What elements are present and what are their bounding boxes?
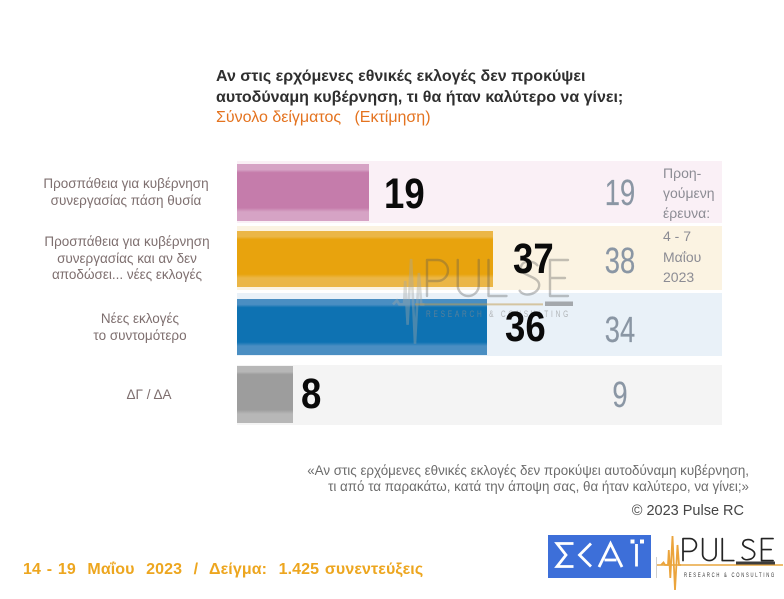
svg-text:RESEARCH & CONSULTING: RESEARCH & CONSULTING: [684, 573, 776, 579]
svg-text:RESEARCH & CONSULTING: RESEARCH & CONSULTING: [426, 309, 571, 320]
